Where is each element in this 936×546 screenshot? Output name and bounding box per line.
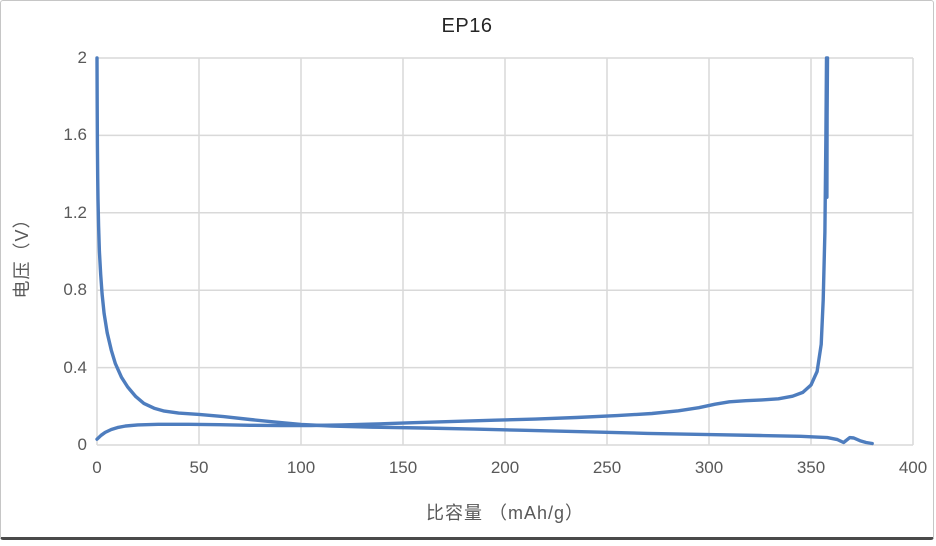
x-axis-title: 比容量 （mAh/g） [425,503,585,523]
x-tick-label: 200 [490,458,520,477]
x-tick-label: 400 [898,458,928,477]
discharge-curve [95,56,874,446]
x-tick-label: 50 [189,458,209,477]
x-tick-label: 250 [592,458,622,477]
y-axis-title: 电压（V） [12,209,32,299]
y-tick-label: 1.2 [63,202,87,222]
y-tick-label: 0.4 [63,357,87,377]
x-tick-label: 150 [388,458,418,477]
x-tick-label: 100 [286,458,316,477]
x-tick-label: 0 [92,458,102,477]
x-tick-label: 300 [694,458,724,477]
y-tick-label: 0.8 [63,280,87,300]
chart-title: EP16 [441,15,493,37]
y-tick-label: 1.6 [63,125,87,145]
y-tick-label: 0 [77,435,87,454]
charge-curve [95,56,830,441]
x-tick-label: 350 [796,458,826,477]
y-tick-label: 2 [77,48,87,67]
